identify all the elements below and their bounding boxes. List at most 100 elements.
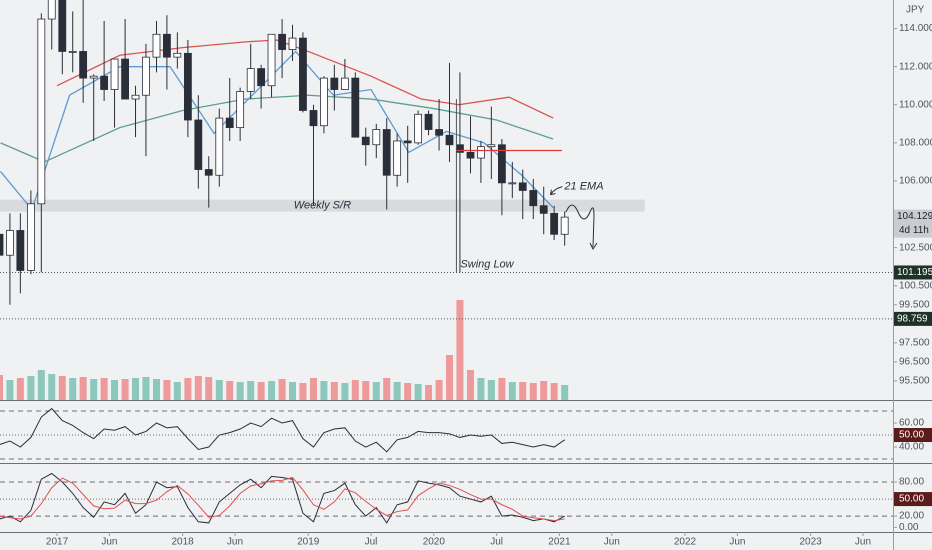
candle-body [58,0,67,52]
volume-bar [90,379,98,400]
moving-average [56,39,554,119]
volume-bar [6,380,14,400]
x-tick-label: Jul [365,537,378,548]
price-badge [894,311,932,326]
volume-bar [37,370,45,400]
x-tick-label: Jul [490,537,503,548]
volume-bar [79,377,87,400]
y-tick-label: 97.500 [899,337,930,348]
moving-average [0,94,554,163]
candle-body [539,205,548,214]
y-tick-label: 108.000 [899,137,932,148]
x-tick-label: 2020 [423,537,446,548]
x-tick-label: 2018 [171,537,194,548]
volume-bar [477,378,485,400]
x-tick-label: Jun [101,537,117,548]
candle-body [121,58,129,100]
oscillator-line [0,472,565,524]
y-tick-label: 20.00 [899,511,924,522]
candle-body [424,113,433,130]
candle-body [309,110,318,127]
candle-body [47,0,56,20]
candle-body [372,129,381,146]
ema-annotation: 21 EMA [563,181,603,193]
volume-bar [362,381,370,400]
candle-body [6,230,14,256]
volume-bar [540,381,548,400]
volume-bar [236,382,244,400]
candle-body [246,68,255,92]
volume-bar [561,385,569,400]
volume-bar [111,380,119,400]
volume-bar [142,377,150,400]
sr-zone-label: Weekly S/R [294,200,351,212]
price-badge-label: 98.759 [897,314,928,325]
candle-body [68,51,77,53]
countdown-label: 4d 11h [899,225,929,236]
volume-bar [184,378,192,400]
stoch-pane [0,472,893,524]
volume-bar [121,379,129,400]
candle-body [477,146,485,159]
candle-body [89,75,98,79]
candle-body [435,129,443,136]
candle-body [466,151,475,159]
candle-body [382,129,391,176]
price-badge-label: 101.195 [897,267,932,278]
level-badge-label: 50.00 [899,494,924,505]
candle-body [16,230,25,271]
volume-bar [299,383,307,400]
candle-body [320,77,328,127]
moving-average [0,50,554,211]
volume-bar [215,380,223,400]
volume-bar [320,381,328,400]
candle-body [518,182,527,191]
volume-bar [309,378,317,400]
y-tick-label: 112.000 [899,61,932,72]
x-tick-label: Jun [855,537,871,548]
volume-bar [519,382,527,400]
sr-zone [0,199,645,212]
volume-bar [425,385,433,400]
x-tick-label: Jun [729,537,745,548]
candle-body [456,144,464,153]
candle-body [183,52,192,121]
candle-body [204,169,213,176]
candle-body [37,18,46,205]
candle-body [110,58,119,90]
volume-bar [173,382,181,400]
candle-body [236,91,245,129]
volume-bar [100,378,108,400]
candle-body [131,94,140,100]
volume-bar [330,382,338,400]
volume-bar [456,300,464,400]
candle-body [278,33,286,50]
volume-bar [152,379,160,400]
candle-body [330,77,339,90]
y-tick-label: 114.000 [899,23,932,34]
x-tick-label: Jun [227,537,243,548]
volume-bar [351,380,359,400]
x-tick-label: 2021 [548,537,571,548]
volume-bar [372,382,380,400]
oscillator-line [0,476,565,522]
level-badge [894,428,932,443]
candle-body [225,117,234,129]
volume-bar [0,375,3,400]
candle-body [351,77,360,138]
overlay: Swing Low 21 EMA 101.195 98.759 104.129 4d 11… [0,99,932,507]
candle-body [267,33,276,87]
candle-body [173,52,182,58]
candle-body [497,144,506,184]
candle-body [560,216,569,235]
x-tick-label: 2022 [674,537,697,548]
y-tick-label: 106.000 [899,176,932,187]
x-tick-label: 2017 [46,537,69,548]
candle-body [79,51,88,79]
volume-bar [132,378,140,400]
y-tick-label: 80.00 [899,477,924,488]
x-tick-label: Jun [604,537,620,548]
volume-bar [508,382,516,400]
rsi-pane [0,407,893,460]
